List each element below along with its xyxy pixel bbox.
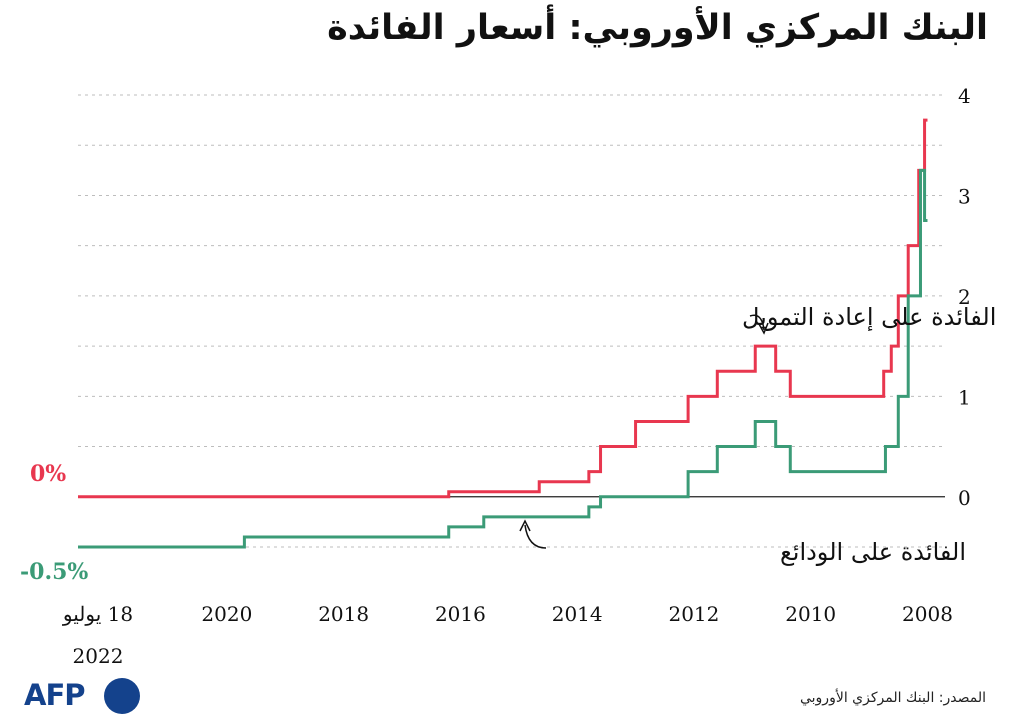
- logo-circle-icon: [104, 678, 140, 714]
- axis-labels: 0 1 2 3 4 2008 2010 2012 2014 2016 2018 2020 18 يولي…: [62, 84, 971, 668]
- series-lines: [78, 118, 928, 549]
- annotations: 0% -0.5% الفائدة على إعادة التمويل الفائدة …: [20, 303, 996, 585]
- x-tick-label: 2012: [668, 602, 719, 626]
- refi-arrow: [749, 314, 765, 331]
- y-tick-label: 2: [958, 285, 971, 309]
- x-tick-label: 2016: [435, 602, 486, 626]
- x-tick-label: 2018: [318, 602, 369, 626]
- deposit-arrow: [524, 524, 547, 549]
- x-tick-label: 2020: [201, 602, 252, 626]
- chart-title: البنك المركزي الأوروبي: أسعار الفائدة: [327, 8, 988, 48]
- refi-rate-annotation: الفائدة على إعادة التمويل: [742, 303, 996, 332]
- x-tick-label: 2014: [552, 602, 603, 626]
- afp-logo: AFP: [24, 676, 140, 716]
- x-tick-label-end-date: 18 يوليو: [62, 602, 133, 626]
- refi-arrow-head: [758, 322, 769, 335]
- y-tick-label: 0: [958, 486, 971, 510]
- y-tick-label: 4: [958, 84, 971, 108]
- x-tick-label: 2010: [785, 602, 836, 626]
- deposit-rate-annotation: الفائدة على الودائع: [780, 538, 966, 566]
- x-tick-label: 2008: [902, 602, 953, 626]
- x-tick-label-end-year: 2022: [73, 644, 124, 668]
- source-note: المصدر: البنك المركزي الأوروبي: [799, 690, 986, 706]
- chart: 0 1 2 3 4 2008 2010 2012 2014 2016 2018 2020 18 يولي…: [20, 84, 996, 668]
- y-tick-label: 3: [958, 184, 971, 208]
- logo-text: AFP: [24, 678, 86, 712]
- deposit-rate-line: [78, 168, 928, 549]
- refi-start-label: 0%: [30, 461, 66, 487]
- refi-rate-line: [78, 118, 928, 499]
- y-tick-label: 1: [958, 385, 971, 409]
- deposit-start-label: -0.5%: [20, 559, 88, 585]
- deposit-arrow-head: [519, 519, 531, 532]
